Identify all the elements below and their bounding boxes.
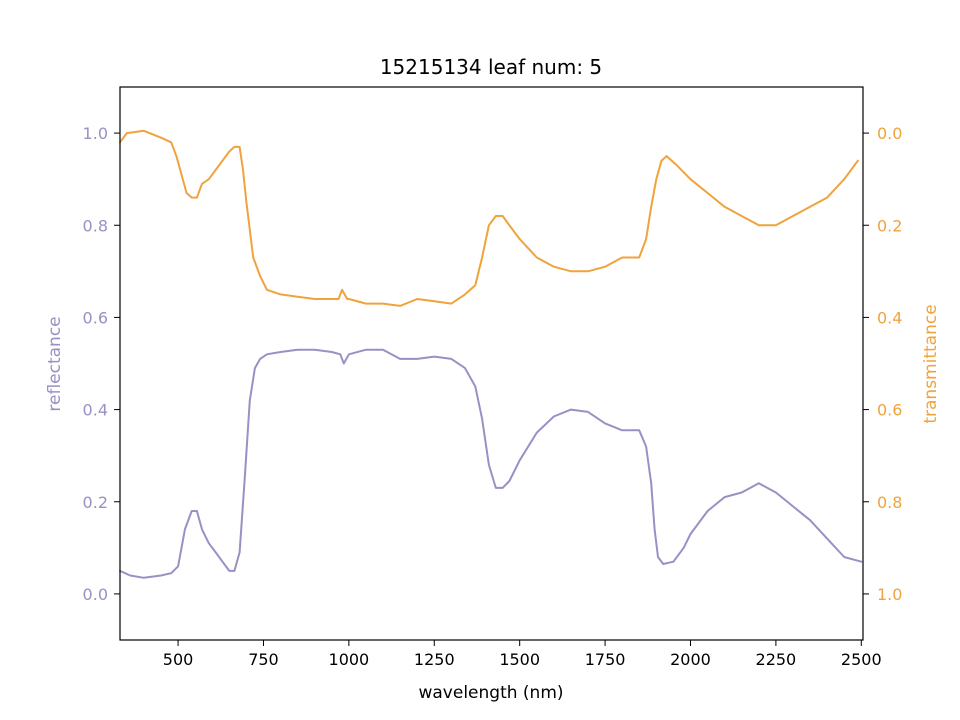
- y-left-tick-label: 0.6: [83, 308, 108, 327]
- y-axis-right: 0.0 0.2 0.4 0.6 0.8 1.0: [863, 124, 902, 604]
- y-right-tick-label: 0.8: [877, 493, 902, 512]
- y-right-tick-label: 1.0: [877, 585, 902, 604]
- x-tick-label: 1250: [414, 650, 455, 669]
- y-right-tick-label: 0.6: [877, 401, 902, 420]
- y-left-tick-label: 1.0: [83, 124, 108, 143]
- y-right-tick-label: 0.0: [877, 124, 902, 143]
- y-left-tick-label: 0.2: [83, 493, 108, 512]
- x-axis-label: wavelength (nm): [418, 683, 563, 703]
- y-left-tick-label: 0.0: [83, 585, 108, 604]
- plot-frame: [119, 86, 864, 641]
- x-tick-label: 2250: [756, 650, 797, 669]
- y-axis-left: 0.0 0.2 0.4 0.6 0.8 1.0: [83, 124, 120, 604]
- y-axis-right-label: transmittance: [921, 304, 941, 423]
- y-left-tick-label: 0.8: [83, 216, 108, 235]
- chart-title: 15215134 leaf num: 5: [380, 55, 602, 79]
- y-axis-left-label: reflectance: [45, 316, 65, 411]
- x-tick-label: 1000: [329, 650, 370, 669]
- y-right-tick-label: 0.2: [877, 216, 902, 235]
- x-tick-label: 1750: [585, 650, 626, 669]
- x-tick-label: 750: [248, 650, 279, 669]
- transmittance-series-line: [119, 129, 859, 307]
- y-left-tick-label: 0.4: [83, 401, 108, 420]
- x-axis: 500 750 1000 1250 1500 1750 2000 2250 2500: [163, 640, 882, 669]
- x-tick-label: 1500: [499, 650, 540, 669]
- series-layer: [119, 129, 863, 579]
- x-tick-label: 2000: [670, 650, 711, 669]
- y-right-tick-label: 0.4: [877, 308, 902, 327]
- x-tick-label: 2500: [841, 650, 882, 669]
- reflectance-series-line: [119, 348, 863, 579]
- x-tick-label: 500: [163, 650, 194, 669]
